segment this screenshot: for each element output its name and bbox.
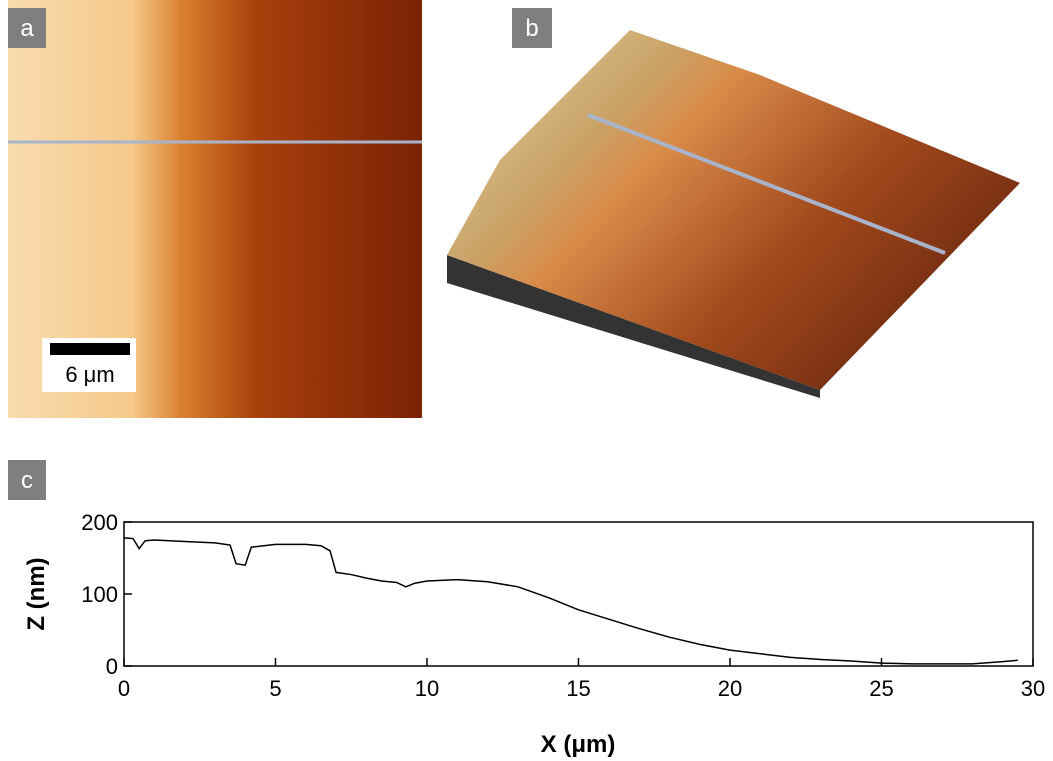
x-tick-label: 30 — [1021, 676, 1045, 701]
x-tick-label: 5 — [269, 676, 281, 701]
panel-label: b — [525, 15, 538, 42]
surface-side — [447, 255, 820, 398]
panel-label-box — [8, 8, 46, 48]
x-tick-label: 0 — [118, 676, 130, 701]
x-axis-title: X (μm) — [541, 731, 616, 758]
panel-label: a — [20, 15, 34, 42]
profile-line — [587, 113, 946, 255]
panel-label-box — [8, 460, 46, 500]
y-tick-label: 0 — [106, 654, 118, 679]
plot-frame — [123, 521, 1034, 667]
x-tick-label: 25 — [869, 676, 893, 701]
scale-bar-label: 6 μm — [65, 362, 114, 387]
panel-c: c X (μm) Z (nm) — [8, 460, 1034, 758]
panel-label: c — [21, 467, 33, 494]
x-tick-label: 20 — [718, 676, 742, 701]
x-tick-label: 15 — [566, 676, 590, 701]
panel-b: b — [447, 8, 1020, 398]
profile-line — [123, 537, 1018, 665]
panel-a: a 6 μm — [8, 0, 422, 418]
y-tick-label: 200 — [81, 510, 118, 535]
scale-bar — [50, 343, 130, 355]
y-tick-label: 100 — [81, 582, 118, 607]
x-tick-label: 10 — [415, 676, 439, 701]
y-axis-title: Z (nm) — [23, 557, 50, 630]
afm-3d-surface — [447, 30, 1020, 390]
panel-label-box — [512, 8, 552, 48]
